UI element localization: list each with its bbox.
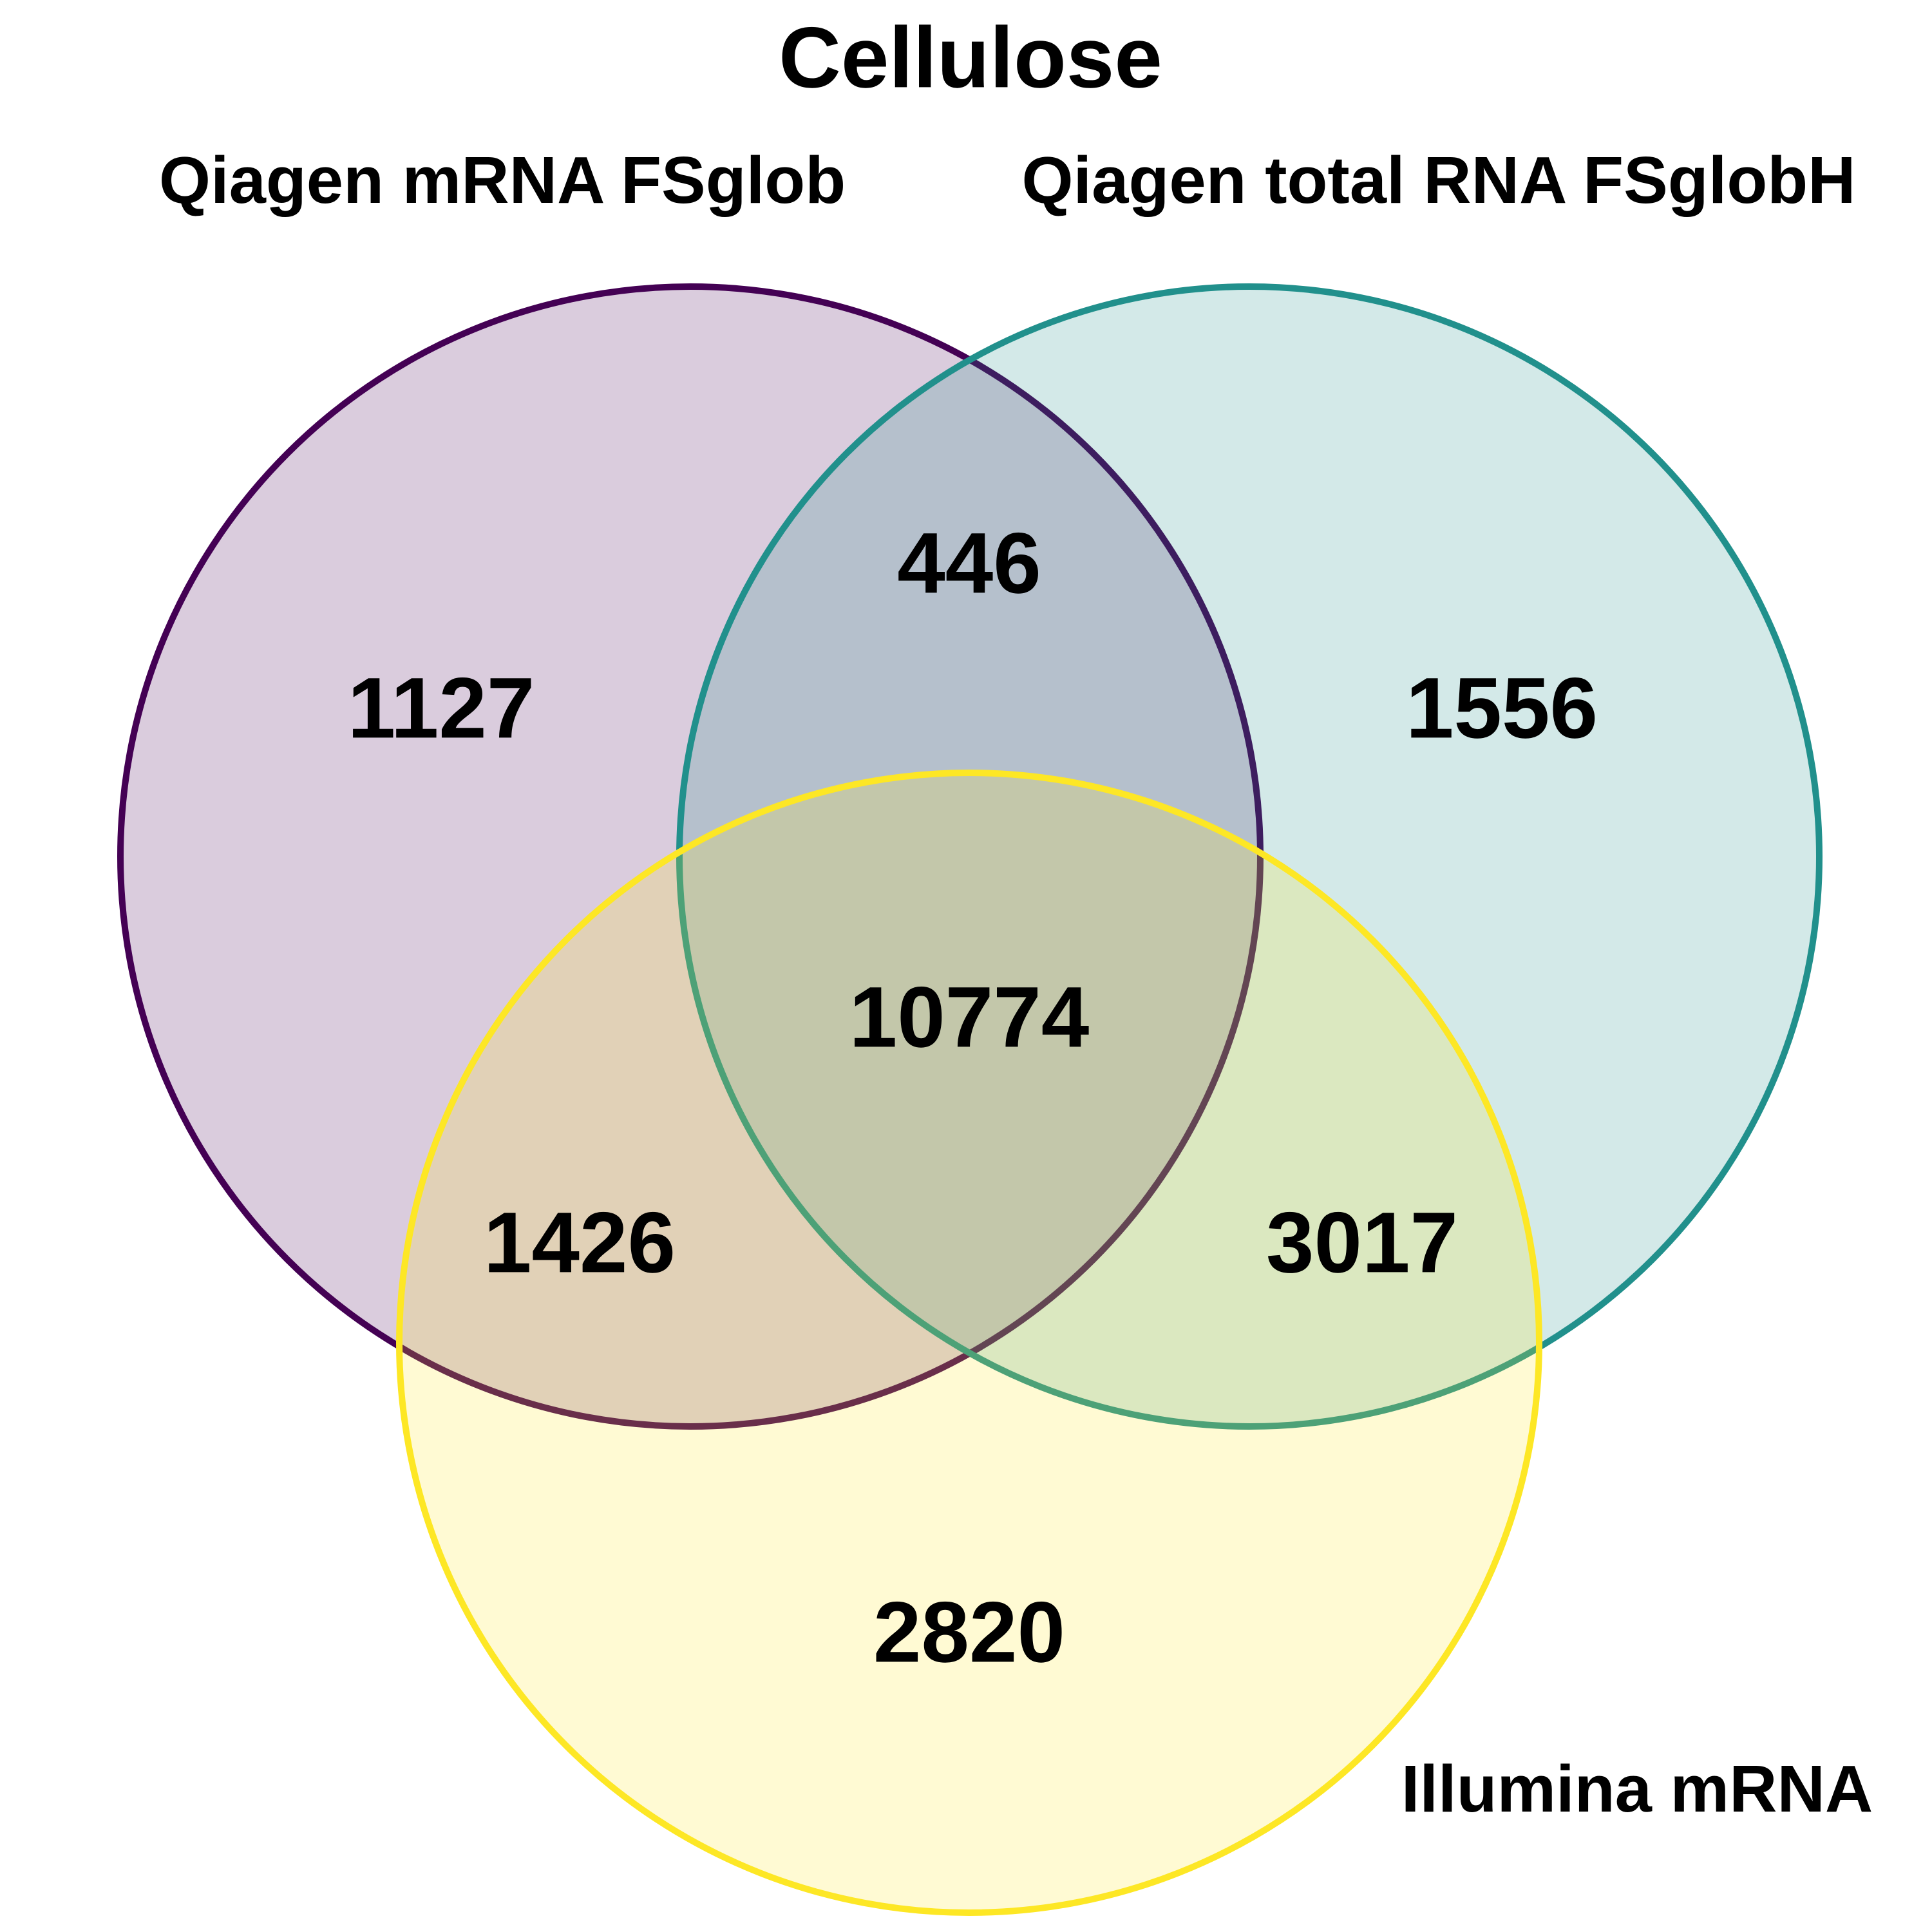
- diagram-title: Cellulose: [779, 10, 1162, 106]
- region-abc-count: 10774: [849, 969, 1090, 1065]
- region-bc-count: 3017: [1266, 1195, 1458, 1291]
- region-b-only-count: 1556: [1406, 660, 1598, 756]
- region-ab-count: 446: [897, 515, 1041, 611]
- set-a-circle: [117, 283, 1264, 1430]
- region-c-only-count: 2820: [873, 1584, 1065, 1680]
- set-c-label: Illumina mRNA: [1401, 1752, 1873, 1826]
- set-c-circle: [396, 770, 1542, 1916]
- set-a-label: Qiagen mRNA FSglob: [159, 143, 846, 217]
- region-ac-count: 1426: [484, 1195, 676, 1291]
- set-b-circle: [676, 283, 1823, 1430]
- set-b-label: Qiagen total RNA FSglobH: [1021, 143, 1855, 217]
- region-a-only-count: 1127: [348, 660, 535, 756]
